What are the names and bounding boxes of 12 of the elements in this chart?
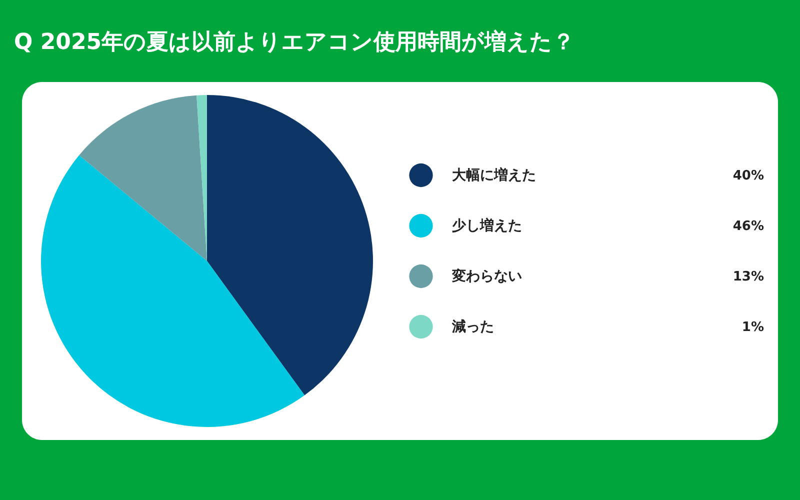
legend-label: 大幅に増えた [452,166,536,184]
legend-label: 少し増えた [452,216,522,234]
pie-slice [41,155,305,427]
data-label: 46% [732,218,764,234]
data-label: 40% [732,168,764,184]
chart-title: Q 2025年の夏は以前よりエアコン使用時間が増えた？ [14,29,575,55]
legend-label: 減った [451,318,494,335]
data-label: 1% [742,320,764,335]
pie-slice [79,95,207,261]
data-label: 13% [732,269,764,284]
pie-slice [207,95,373,396]
legend-label: 変わらない [451,267,522,284]
